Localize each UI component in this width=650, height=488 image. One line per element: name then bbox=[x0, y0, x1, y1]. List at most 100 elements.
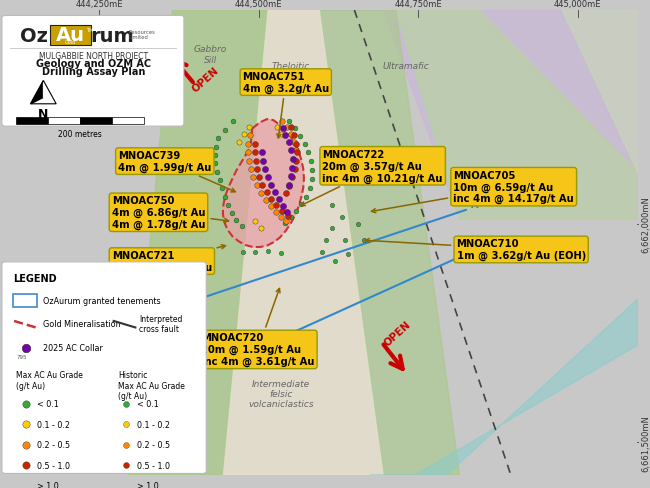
Text: N: N bbox=[38, 107, 49, 121]
Point bbox=[260, 165, 270, 173]
Point bbox=[244, 124, 254, 132]
Point bbox=[283, 213, 293, 221]
Text: OPEN: OPEN bbox=[382, 319, 413, 348]
Point bbox=[281, 190, 291, 198]
Polygon shape bbox=[396, 11, 638, 220]
Polygon shape bbox=[370, 299, 638, 475]
Point bbox=[290, 165, 300, 173]
Point bbox=[250, 141, 261, 148]
Point bbox=[250, 248, 261, 256]
Point bbox=[292, 149, 302, 157]
Point bbox=[220, 127, 230, 135]
Point bbox=[269, 189, 280, 197]
Point bbox=[243, 149, 254, 157]
Point bbox=[245, 132, 255, 140]
Point bbox=[287, 165, 298, 173]
Point bbox=[286, 131, 296, 139]
Point bbox=[263, 174, 273, 182]
Point bbox=[265, 182, 276, 189]
Point bbox=[306, 176, 317, 183]
Point bbox=[296, 201, 307, 209]
Point bbox=[288, 156, 298, 163]
Point bbox=[250, 149, 261, 157]
Text: Intermediate
felsic
volcaniclastics: Intermediate felsic volcaniclastics bbox=[248, 379, 314, 408]
Text: Geology and OZM AC: Geology and OZM AC bbox=[36, 59, 151, 69]
Point bbox=[283, 139, 294, 147]
Point bbox=[291, 147, 302, 155]
Point bbox=[290, 125, 300, 133]
Point bbox=[20, 345, 31, 352]
Text: MNOAC705
10m @ 6.59g/t Au
inc 4m @ 14.17g/t Au: MNOAC705 10m @ 6.59g/t Au inc 4m @ 14.17… bbox=[372, 170, 574, 213]
Point bbox=[304, 185, 315, 193]
Text: MNOAC750
4m @ 6.86g/t Au
4m @ 1.78g/t Au: MNOAC750 4m @ 6.86g/t Au 4m @ 1.78g/t Au bbox=[112, 196, 229, 229]
Polygon shape bbox=[319, 11, 460, 475]
Text: 0.2 - 0.5: 0.2 - 0.5 bbox=[137, 440, 170, 449]
Point bbox=[280, 220, 291, 227]
Text: 200 metres: 200 metres bbox=[58, 130, 101, 139]
Point bbox=[300, 141, 310, 148]
Polygon shape bbox=[223, 120, 304, 247]
Text: 444,750mE: 444,750mE bbox=[395, 0, 442, 9]
Text: MNOAC751
4m @ 3.2g/t Au: MNOAC751 4m @ 3.2g/t Au bbox=[242, 72, 329, 139]
Point bbox=[291, 141, 301, 148]
Point bbox=[213, 135, 224, 143]
Text: Au: Au bbox=[57, 26, 85, 45]
Text: Resources: Resources bbox=[129, 30, 156, 35]
Point bbox=[303, 149, 313, 157]
Point bbox=[289, 139, 300, 146]
Point bbox=[359, 237, 369, 244]
Text: < 0.1: < 0.1 bbox=[37, 399, 58, 408]
Point bbox=[278, 125, 288, 133]
Point bbox=[287, 174, 298, 182]
Point bbox=[228, 118, 239, 126]
Text: > 1.0: > 1.0 bbox=[37, 481, 58, 488]
Point bbox=[262, 189, 272, 197]
FancyBboxPatch shape bbox=[51, 26, 91, 46]
Text: Limited: Limited bbox=[129, 35, 149, 40]
Point bbox=[248, 174, 259, 182]
Point bbox=[276, 131, 286, 139]
Point bbox=[210, 160, 220, 168]
Text: 444,500mE: 444,500mE bbox=[235, 0, 282, 9]
Text: OzAurum granted tenements: OzAurum granted tenements bbox=[44, 296, 161, 305]
FancyBboxPatch shape bbox=[112, 118, 144, 125]
FancyBboxPatch shape bbox=[80, 118, 112, 125]
Point bbox=[280, 132, 291, 140]
Text: 6,661,500mN: 6,661,500mN bbox=[642, 414, 650, 471]
Point bbox=[20, 420, 31, 428]
Point bbox=[266, 195, 276, 203]
Point bbox=[289, 132, 299, 140]
FancyBboxPatch shape bbox=[48, 118, 80, 125]
Point bbox=[330, 258, 341, 265]
Text: 0.5 - 1.0: 0.5 - 1.0 bbox=[37, 461, 70, 469]
Point bbox=[234, 139, 244, 146]
Text: Historic
Max AC Au Grade
(g/t Au): Historic Max AC Au Grade (g/t Au) bbox=[118, 370, 185, 400]
Text: Oz: Oz bbox=[20, 27, 48, 46]
Point bbox=[220, 193, 230, 201]
Text: 6,662,000mN: 6,662,000mN bbox=[642, 196, 650, 253]
Point bbox=[306, 157, 316, 165]
Point bbox=[301, 193, 311, 201]
Text: rum: rum bbox=[90, 27, 135, 46]
Text: Max AC Au Grade
(g/t Au): Max AC Au Grade (g/t Au) bbox=[16, 370, 83, 390]
Point bbox=[257, 149, 267, 157]
Text: MNOAC720
20m @ 1.59g/t Au
inc 4m @ 3.61g/t Au: MNOAC720 20m @ 1.59g/t Au inc 4m @ 3.61g… bbox=[201, 289, 315, 366]
Point bbox=[281, 218, 291, 225]
Text: > 1.0: > 1.0 bbox=[137, 481, 159, 488]
Point bbox=[282, 124, 293, 132]
Text: 795: 795 bbox=[16, 354, 27, 359]
Point bbox=[352, 221, 363, 228]
Point bbox=[327, 202, 337, 210]
Point bbox=[20, 400, 31, 408]
Point bbox=[20, 441, 31, 448]
Text: Gold Mineralisation: Gold Mineralisation bbox=[44, 320, 121, 328]
Point bbox=[237, 248, 248, 256]
FancyBboxPatch shape bbox=[2, 17, 184, 127]
Text: Interpreted
cross fault: Interpreted cross fault bbox=[139, 314, 183, 334]
Point bbox=[320, 237, 331, 244]
Text: MNOAC722
20m @ 3.57g/t Au
inc 4m @ 10.21g/t Au: MNOAC722 20m @ 3.57g/t Au inc 4m @ 10.21… bbox=[301, 149, 443, 206]
Text: 444,250mE: 444,250mE bbox=[75, 0, 123, 9]
Point bbox=[231, 217, 241, 224]
Point bbox=[257, 182, 268, 189]
Text: A': A' bbox=[471, 200, 482, 210]
